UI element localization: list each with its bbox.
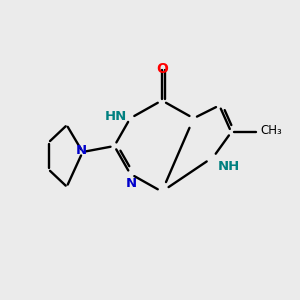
Text: NH: NH — [218, 160, 240, 173]
Text: N: N — [126, 177, 137, 190]
Text: O: O — [156, 62, 168, 76]
Text: HN: HN — [105, 110, 127, 123]
Text: CH₃: CH₃ — [260, 124, 282, 137]
Text: N: N — [76, 143, 87, 157]
